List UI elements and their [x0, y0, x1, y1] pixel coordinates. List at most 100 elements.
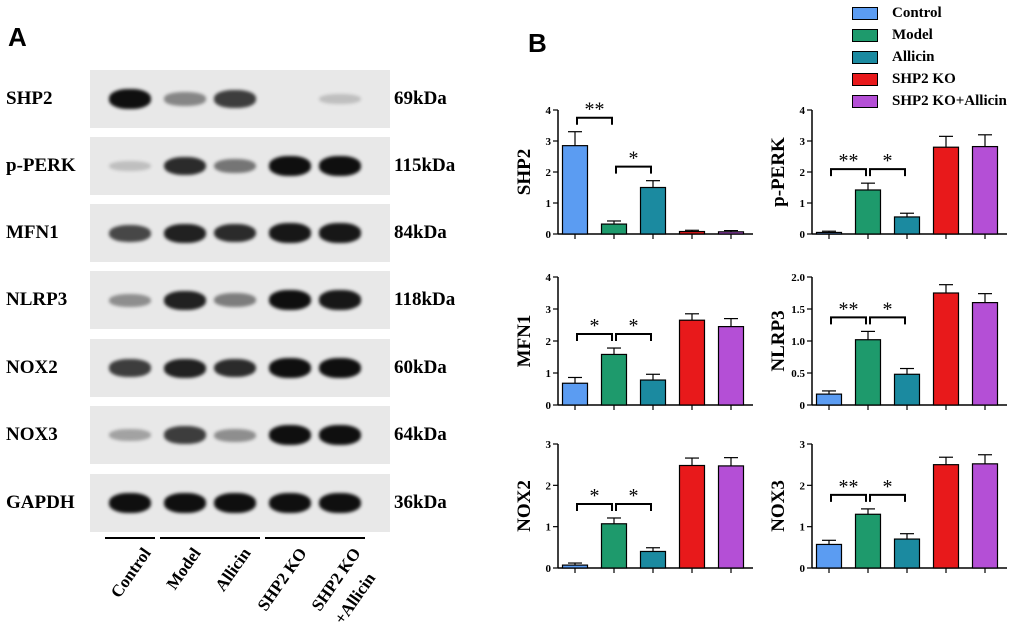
- blot-band: [269, 290, 311, 310]
- blot-band: [269, 493, 311, 513]
- kda-label: 69kDa: [394, 88, 447, 109]
- legend-item: Control: [852, 2, 1007, 24]
- bar: [854, 339, 882, 406]
- legend-label: Allicin: [892, 48, 935, 65]
- protein-label: SHP2: [6, 88, 53, 109]
- bar: [932, 146, 960, 235]
- significance-bracket: [869, 316, 906, 325]
- protein-label: p-PERK: [6, 155, 76, 176]
- bar: [600, 223, 628, 235]
- kda-label: 84kDa: [394, 222, 447, 243]
- bar: [893, 538, 921, 569]
- legend-swatch: [852, 50, 878, 64]
- protein-label: GAPDH: [6, 492, 75, 513]
- significance-bracket: [576, 502, 613, 511]
- bar: [678, 319, 706, 406]
- bar: [639, 379, 667, 406]
- blot-band: [214, 158, 256, 174]
- y-axis-label: p-PERK: [768, 137, 789, 207]
- y-tick-label: 1: [800, 198, 806, 210]
- kda-label: 36kDa: [394, 492, 447, 513]
- bar: [561, 564, 589, 569]
- kda-label: 64kDa: [394, 424, 447, 445]
- protein-label: NOX3: [6, 424, 58, 445]
- bar: [600, 523, 628, 569]
- bar: [971, 302, 999, 406]
- blot-band: [319, 493, 361, 513]
- blot-band: [109, 293, 151, 307]
- kda-label: 115kDa: [394, 155, 456, 176]
- lane-underline: [210, 537, 260, 539]
- y-tick-label: 0: [546, 229, 552, 241]
- lane-label: Model: [162, 544, 205, 594]
- y-tick-label: 0: [800, 400, 806, 412]
- blot-band: [109, 224, 151, 242]
- bar: [561, 145, 589, 235]
- legend-label: SHP2 KO: [892, 70, 956, 87]
- bar: [717, 231, 745, 235]
- y-tick-label: 3: [546, 304, 552, 316]
- blot-band: [319, 93, 361, 105]
- legend-item: SHP2 KO: [852, 68, 1007, 90]
- significance-marker: *: [590, 315, 600, 337]
- blot-band: [269, 156, 311, 176]
- protein-label: MFN1: [6, 222, 59, 243]
- significance-marker: *: [629, 485, 639, 507]
- blot-band: [269, 223, 311, 243]
- blot-band: [109, 89, 151, 109]
- bar: [815, 393, 843, 406]
- y-axis-label: MFN1: [514, 315, 535, 368]
- y-tick-label: 0: [800, 563, 806, 575]
- blot-band: [269, 425, 311, 445]
- blot-band: [319, 290, 361, 310]
- blot-band: [319, 156, 361, 176]
- bar: [717, 465, 745, 569]
- bar: [893, 373, 921, 406]
- blot-band: [164, 92, 206, 106]
- y-tick-label: 0.5: [791, 368, 805, 380]
- panel-a-letter: A: [8, 22, 27, 52]
- significance-marker: *: [629, 315, 639, 337]
- significance-marker: *: [629, 148, 639, 170]
- significance-bracket: [830, 168, 867, 177]
- lane-label: Control: [106, 544, 155, 602]
- significance-bracket: [615, 333, 652, 342]
- legend: Control Model Allicin SHP2 KO SHP2 KO+Allici…: [852, 2, 1007, 112]
- significance-marker: **: [839, 150, 859, 172]
- y-tick-label: 2: [546, 480, 552, 492]
- significance-bracket: [576, 333, 613, 342]
- legend-swatch: [852, 72, 878, 86]
- bar: [717, 326, 745, 406]
- bar: [854, 513, 882, 569]
- y-axis-label: NOX3: [768, 480, 789, 532]
- y-tick-label: 0: [546, 400, 552, 412]
- blot-band: [109, 493, 151, 513]
- blot-band: [164, 223, 206, 243]
- bar: [561, 382, 589, 406]
- bar: [678, 230, 706, 235]
- y-tick-label: 3: [800, 136, 806, 148]
- significance-bracket: [615, 165, 652, 174]
- significance-bracket: [576, 116, 613, 125]
- y-tick-label: 1: [546, 522, 552, 534]
- blot-band: [164, 426, 206, 444]
- bar: [971, 463, 999, 569]
- y-tick-label: 1: [800, 522, 806, 534]
- y-tick-label: 3: [546, 439, 552, 451]
- protein-label: NLRP3: [6, 289, 68, 310]
- y-tick-label: 1.5: [791, 304, 805, 316]
- bar: [893, 216, 921, 235]
- bar: [854, 189, 882, 235]
- significance-marker: **: [585, 99, 605, 121]
- blot-band: [214, 493, 256, 513]
- significance-bracket: [830, 316, 867, 325]
- bar: [639, 550, 667, 569]
- y-tick-label: 4: [546, 105, 552, 117]
- panel-b-letter: B: [528, 28, 547, 58]
- bar: [600, 353, 628, 406]
- y-tick-label: 2.0: [791, 272, 805, 284]
- blot-band: [214, 90, 256, 108]
- significance-marker: *: [883, 476, 893, 498]
- bar: [815, 231, 843, 235]
- blot-band: [214, 358, 256, 378]
